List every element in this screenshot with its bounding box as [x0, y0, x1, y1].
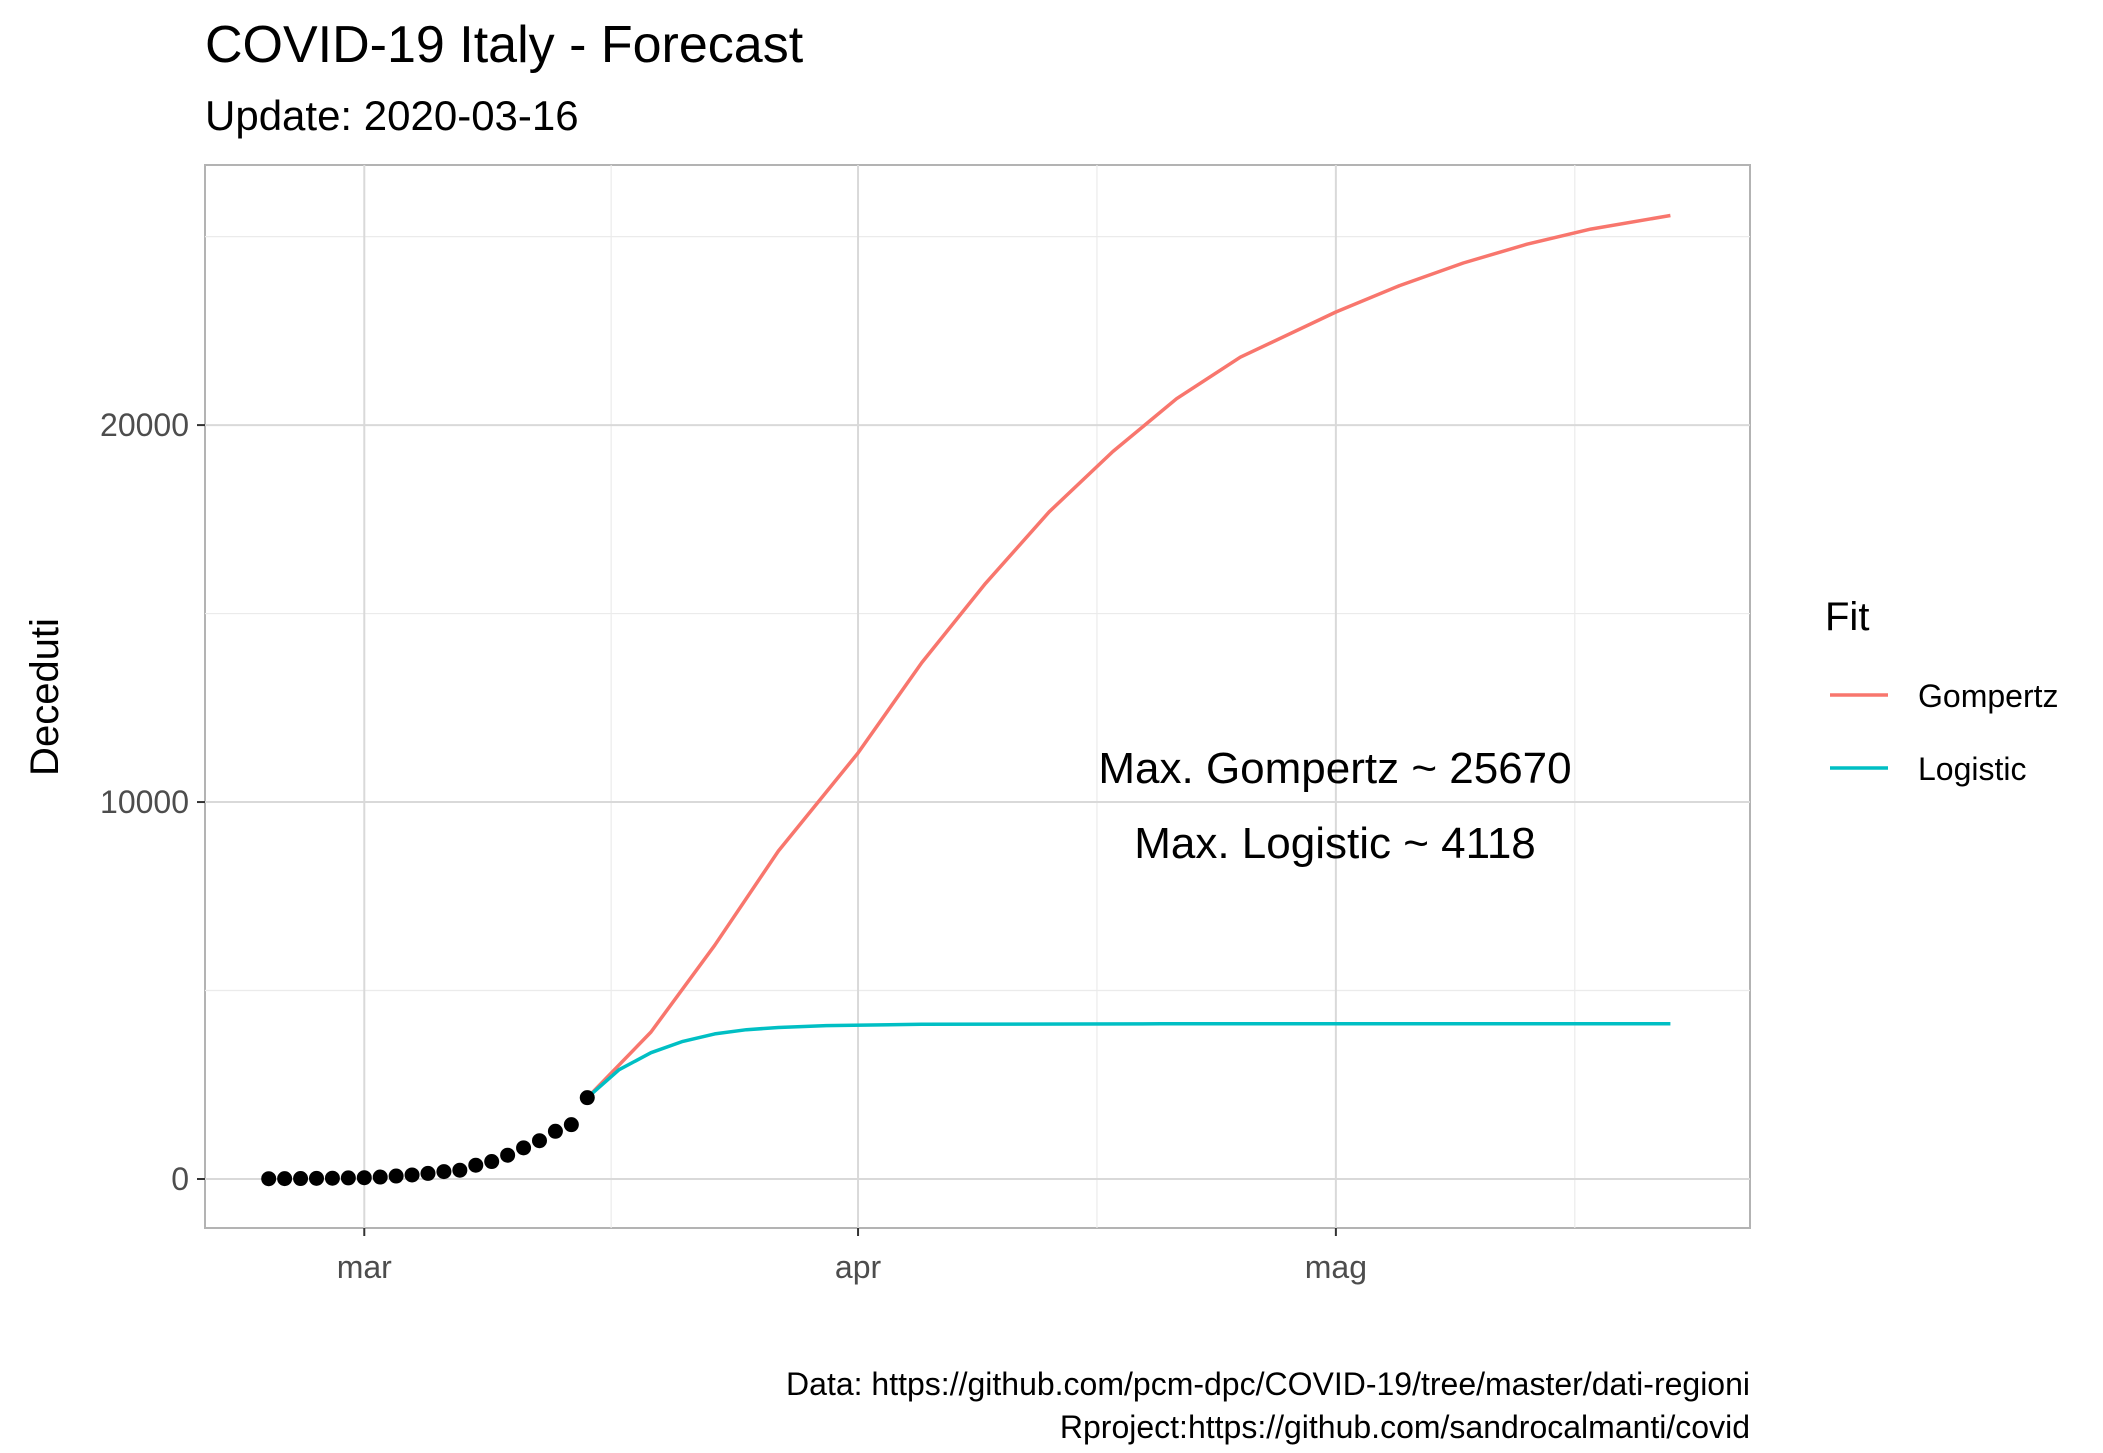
chart-title: COVID-19 Italy - Forecast	[205, 16, 804, 74]
data-point	[579, 1090, 595, 1106]
annotation-logistic: Max. Logistic ~ 4118	[1134, 819, 1536, 868]
data-point	[356, 1170, 372, 1186]
grid-lines	[205, 165, 1750, 1228]
series-layer	[261, 213, 1671, 1187]
x-tick-label: mar	[337, 1249, 392, 1285]
data-point	[308, 1170, 324, 1186]
chart-subtitle: Update: 2020-03-16	[205, 92, 579, 139]
legend: Fit Gompertz Logistic	[1825, 595, 2058, 787]
data-point	[516, 1140, 532, 1156]
y-tick-label: 0	[171, 1161, 189, 1197]
data-point	[261, 1171, 277, 1187]
data-point	[436, 1164, 452, 1180]
legend-label-gompertz: Gompertz	[1918, 678, 2058, 714]
legend-title: Fit	[1825, 595, 1869, 639]
data-point	[277, 1171, 293, 1187]
data-point	[372, 1169, 388, 1185]
series-line-logistic	[586, 1022, 1671, 1100]
series-line-gompertz	[586, 213, 1671, 1099]
data-point	[340, 1170, 356, 1186]
caption-rproject: Rproject:https://github.com/sandrocalman…	[1060, 1409, 1750, 1445]
data-point	[531, 1133, 547, 1149]
legend-label-logistic: Logistic	[1918, 751, 2027, 787]
annotation-gompertz: Max. Gompertz ~ 25670	[1098, 744, 1571, 793]
data-point	[420, 1165, 436, 1181]
y-axis-ticks: 0 10000 20000	[100, 407, 205, 1197]
x-axis-ticks: mar apr mag	[337, 1228, 1367, 1285]
x-tick-label: mag	[1305, 1249, 1367, 1285]
data-point	[484, 1154, 500, 1170]
data-point	[547, 1123, 563, 1139]
data-point	[468, 1157, 484, 1173]
data-point	[563, 1117, 579, 1133]
data-point	[324, 1170, 340, 1186]
x-tick-label: apr	[835, 1249, 882, 1285]
y-axis-title: Deceduti	[23, 618, 67, 776]
caption-data-source: Data: https://github.com/pcm-dpc/COVID-1…	[786, 1366, 1750, 1402]
data-point	[500, 1147, 516, 1163]
y-tick-label: 10000	[100, 784, 189, 820]
data-point	[388, 1168, 404, 1184]
plot-panel	[204, 164, 1751, 1229]
data-point	[404, 1167, 420, 1183]
data-point	[293, 1171, 309, 1187]
y-tick-label: 20000	[100, 407, 189, 443]
data-point	[452, 1162, 468, 1178]
